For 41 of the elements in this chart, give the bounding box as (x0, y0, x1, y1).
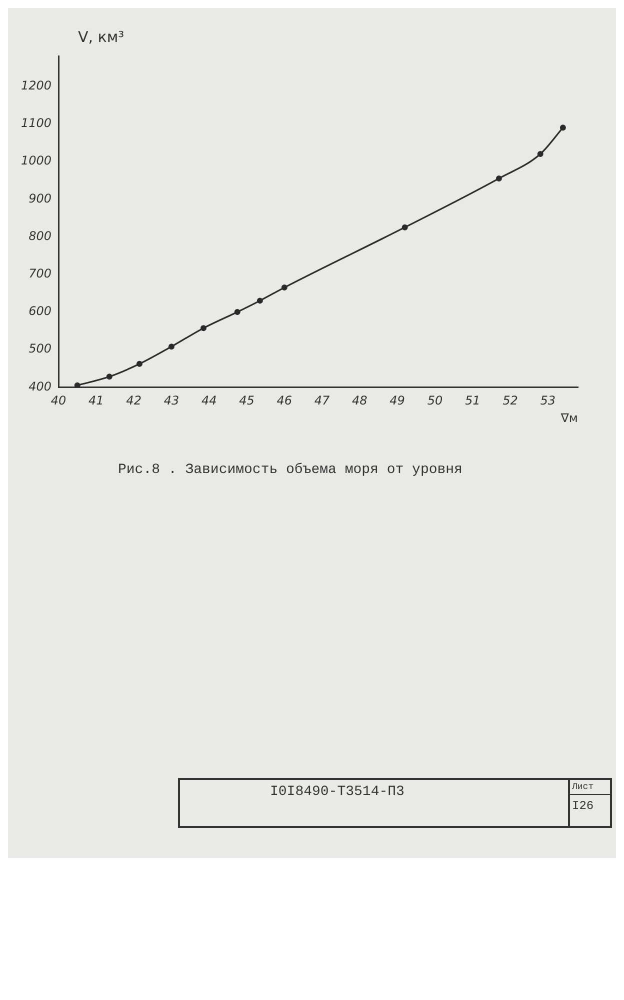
x-tick-label: 49 (390, 394, 405, 408)
point (74, 382, 80, 388)
text: I0I8490-Т3514-П3 (269, 783, 406, 802)
point (106, 374, 112, 380)
x-tick-label: 53 (540, 394, 556, 408)
x-tick-label: 44 (201, 394, 217, 408)
y-axis-title: V, км³ (78, 28, 126, 46)
y-tick-label: 1000 (20, 154, 52, 168)
y-tick-label: 600 (28, 304, 52, 318)
y-tick-label: 500 (28, 342, 52, 356)
x-tick-label: 42 (126, 394, 142, 408)
x-tick-label: 47 (314, 394, 330, 408)
text: I26 (571, 798, 595, 815)
y-tick-label: 1200 (20, 78, 52, 92)
x-tick-label: 43 (164, 394, 180, 408)
y-tick-label: 700 (28, 266, 52, 280)
point (168, 344, 174, 350)
text: Лист (570, 780, 610, 795)
y-tick-label: 800 (28, 228, 52, 243)
point (136, 360, 142, 367)
text: Рис.8 . Зависимость объема моря от уровня (118, 462, 464, 478)
y-tick-label: 900 (28, 191, 52, 206)
x-tick-label: 45 (239, 394, 254, 408)
x-tick-label: 52 (502, 394, 518, 408)
x-tick-label: 48 (352, 394, 368, 408)
x-tick-label: 41 (88, 394, 104, 408)
y-tick-label: 400 (28, 379, 52, 394)
point (537, 150, 544, 157)
point (560, 124, 566, 131)
point (281, 284, 288, 291)
y-tick-label: 1100 (20, 116, 52, 130)
x-tick-label: 46 (276, 394, 292, 408)
x-tick-label: 51 (464, 394, 480, 408)
point (402, 224, 408, 230)
point (200, 325, 206, 332)
point (496, 175, 502, 182)
point (234, 308, 240, 315)
point (256, 298, 263, 304)
x-axis-title: ∇м (560, 410, 578, 425)
x-tick-label: 40 (50, 394, 67, 408)
x-tick-label: 50 (427, 394, 443, 408)
